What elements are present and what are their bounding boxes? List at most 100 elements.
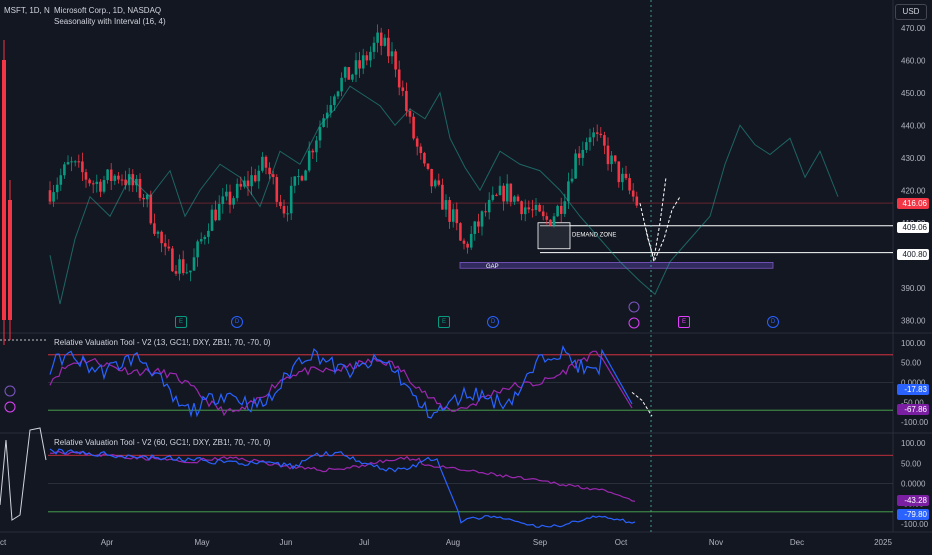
x-tick-label: Apr <box>101 538 114 547</box>
price-tag-level1: 409.06 <box>897 222 929 233</box>
left-sliver-line <box>0 427 47 521</box>
candle-body <box>430 168 433 187</box>
candle-body <box>73 161 77 163</box>
candle-body <box>545 216 549 220</box>
candle-body <box>66 162 70 165</box>
candle-body <box>610 155 613 165</box>
candle-body <box>509 183 513 202</box>
candle-body <box>109 169 113 181</box>
candle-body <box>329 105 333 113</box>
candle-body <box>59 175 63 185</box>
candle-body <box>588 137 592 143</box>
candle-body <box>466 243 469 248</box>
candle-body <box>520 201 523 215</box>
candle-body <box>343 67 347 78</box>
candle-body <box>552 216 556 226</box>
osc2-title: Relative Valuation Tool - V2 (60, GC1!, … <box>54 438 271 447</box>
candle-body <box>55 184 59 193</box>
plus-circle-icon <box>4 385 16 397</box>
candle-body <box>8 200 12 320</box>
candle-body <box>459 223 462 241</box>
candle-body <box>480 211 484 227</box>
osc1-purple-tag: -67.86 <box>897 404 929 415</box>
y-tick-label: 420.00 <box>901 186 926 195</box>
osc2-blue-tag: -79.80 <box>897 509 929 520</box>
candle-body <box>145 194 149 200</box>
candle-body <box>271 174 275 178</box>
plus-circle-icon <box>628 301 640 313</box>
earnings-marker[interactable]: E <box>678 316 690 328</box>
candle-body <box>599 133 603 136</box>
earnings-marker[interactable]: E <box>175 316 187 328</box>
candle-body <box>333 96 336 106</box>
candle-body <box>383 37 387 46</box>
earnings-marker[interactable]: E <box>438 316 450 328</box>
osc1-title: Relative Valuation Tool - V2 (13, GC1!, … <box>54 338 271 347</box>
candle-body <box>307 150 311 171</box>
candle-body <box>52 192 55 202</box>
candle-body <box>631 190 635 197</box>
candle-body <box>361 55 365 69</box>
candle-body <box>293 176 297 186</box>
candle-body <box>613 155 617 162</box>
y-tick-label: 390.00 <box>901 284 926 293</box>
currency-button[interactable]: USD <box>895 4 927 20</box>
candle-body <box>336 91 340 97</box>
candle-body <box>455 209 459 224</box>
candle-body <box>300 176 304 181</box>
candle-body <box>181 259 185 274</box>
candle-body <box>257 170 261 182</box>
osc2-y-tick: 100.00 <box>901 439 926 448</box>
candle-body <box>473 221 477 234</box>
candle-body <box>592 132 595 138</box>
candle-body <box>250 175 253 187</box>
candle-body <box>538 204 541 212</box>
dividend-marker[interactable]: D <box>767 316 779 328</box>
candle-body <box>513 196 516 202</box>
candle-body <box>369 51 372 61</box>
candle-body <box>95 181 99 184</box>
candle-body <box>196 241 199 258</box>
candle-body <box>2 60 6 320</box>
candle-body <box>412 116 415 139</box>
osc2-y-tick: 50.00 <box>901 459 922 468</box>
candle-body <box>585 142 588 150</box>
x-tick-label: Nov <box>709 538 723 547</box>
main-title: Microsoft Corp., 1D, NASDAQ <box>54 6 162 15</box>
candle-body <box>91 183 95 185</box>
candle-body <box>178 259 181 274</box>
x-tick-label: Sep <box>533 538 548 547</box>
candle-body <box>106 169 109 181</box>
candle-body <box>304 170 307 181</box>
projection-path <box>645 196 681 264</box>
candle-body <box>228 191 232 205</box>
gap-label: GAP <box>486 264 499 270</box>
candle-body <box>48 190 52 202</box>
candle-body <box>351 74 354 80</box>
candle-body <box>88 179 91 184</box>
seasonality-line <box>49 85 839 305</box>
candle-body <box>120 179 124 181</box>
osc1-y-tick: 0.0000 <box>901 379 926 388</box>
dividend-marker[interactable]: D <box>231 316 243 328</box>
candle-body <box>253 175 257 182</box>
candle-body <box>325 112 329 119</box>
projection-path <box>639 177 667 259</box>
dividend-marker[interactable]: D <box>487 316 499 328</box>
candle-body <box>311 150 315 153</box>
osc1-blue-tag: -17.83 <box>897 384 929 395</box>
bolt-circle-icon <box>4 401 16 413</box>
candle-body <box>556 205 559 217</box>
candle-body <box>541 211 545 217</box>
candle-body <box>624 173 628 179</box>
candle-body <box>264 156 268 168</box>
candle-body <box>617 161 621 183</box>
candle-body <box>63 164 66 176</box>
candle-body <box>210 209 214 231</box>
x-tick-label: Jun <box>280 538 293 547</box>
candle-body <box>358 60 361 69</box>
symbol-header: MSFT, 1D, N <box>4 6 50 15</box>
y-tick-label: 470.00 <box>901 24 926 33</box>
